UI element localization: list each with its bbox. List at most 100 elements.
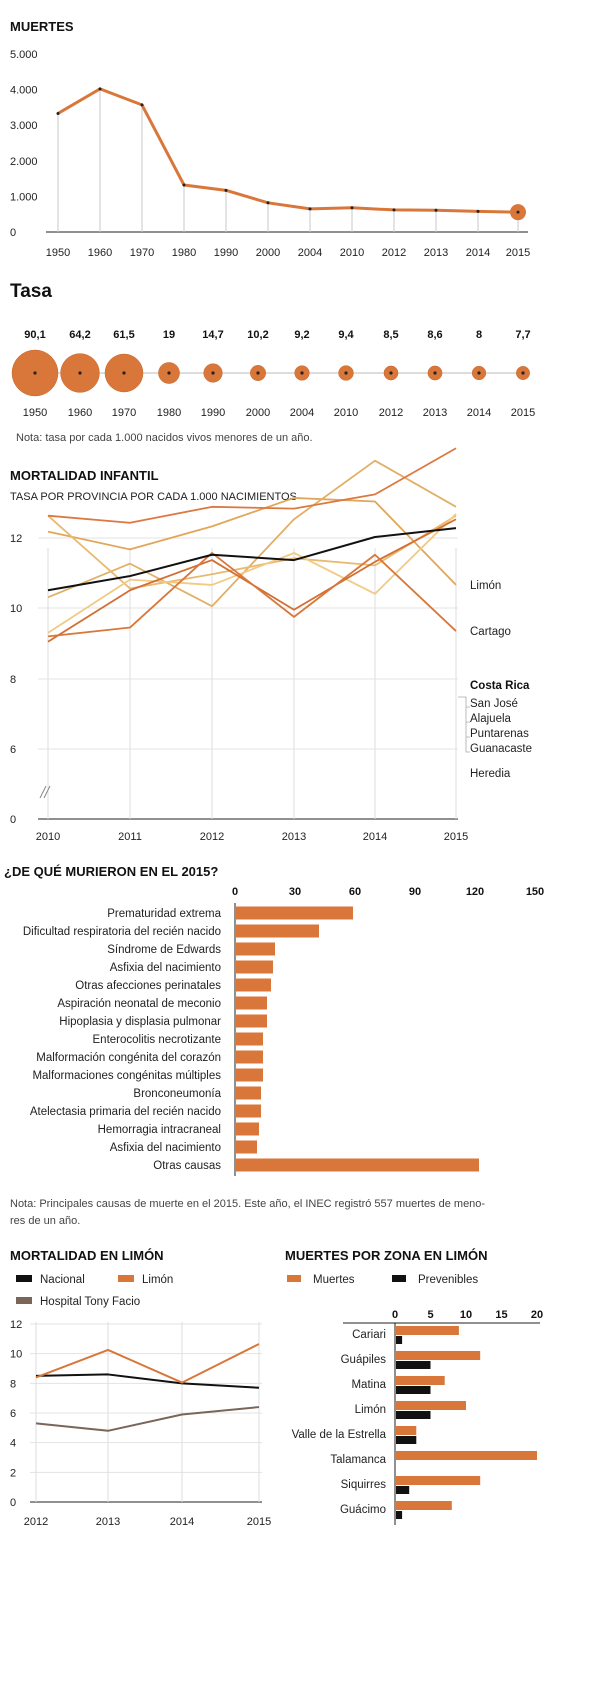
chart4-category-label: Dificultad respiratoria del recién nacid…	[23, 926, 221, 938]
chart3-subtitle: TASA POR PROVINCIA POR CADA 1.000 NACIMI…	[10, 491, 297, 503]
chart1-x-tick-label: 1990	[214, 247, 238, 259]
chart6-bar-muertes	[396, 1476, 481, 1485]
chart4-bar	[236, 978, 271, 992]
chart1-x-tick-label: 1960	[88, 247, 112, 259]
chart4-category-label: Otras afecciones perinatales	[75, 980, 221, 992]
chart2-bubble-center	[211, 371, 215, 375]
chart4-bar	[236, 960, 273, 974]
chart4-bar	[236, 1014, 267, 1028]
chart1-x-tick-label: 2012	[382, 247, 406, 259]
chart5-y-tick-label: 8	[10, 1378, 16, 1390]
chart5-legend-swatch	[16, 1275, 32, 1282]
chart3-y-tick-label: 0	[10, 814, 16, 826]
chart1-x-tick-label: 2004	[298, 247, 322, 259]
chart5-y-tick-label: 0	[10, 1497, 16, 1509]
chart6-category-label: Valle de la Estrella	[292, 1429, 387, 1441]
chart5-series-line	[35, 1343, 260, 1384]
chart6-bar-muertes	[396, 1401, 466, 1410]
chart3-series-line	[47, 459, 457, 608]
chart3-x-tick-label: 2015	[444, 831, 468, 843]
chart4-category-label: Asfixia del nacimiento	[110, 962, 221, 974]
chart5-x-tick-label: 2014	[170, 1516, 194, 1528]
chart1-point	[98, 87, 102, 91]
chart4-category-label: Otras causas	[153, 1160, 221, 1172]
chart3-series-label: Limón	[470, 580, 501, 592]
chart5-legend-label: Hospital Tony Facio	[40, 1296, 140, 1308]
chart1-point	[224, 188, 228, 192]
chart6-category-label: Siquirres	[341, 1479, 387, 1491]
chart2-bubble-center	[344, 371, 348, 375]
chart2-title: Tasa	[10, 281, 52, 302]
chart4-note-line1: Nota: Principales causas de muerte en el…	[10, 1198, 485, 1210]
chart1-point	[266, 201, 270, 205]
chart3-y-tick-label: 6	[10, 744, 16, 756]
chart4-x-tick-label: 150	[526, 886, 544, 898]
chart4-category-label: Asfixia del nacimiento	[110, 1142, 221, 1154]
chart4-bar	[236, 1086, 261, 1100]
chart2-x-tick-label: 2004	[290, 407, 314, 419]
chart3-y-tick-label: 12	[10, 533, 22, 545]
chart3-series-label: Puntarenas	[470, 728, 529, 740]
chart1-y-tick-label: 4.000	[10, 85, 38, 97]
chart6-bar-prevenibles	[396, 1386, 431, 1394]
chart1-x-tick-label: 2015	[506, 247, 530, 259]
chart1-y-tick-label: 3.000	[10, 120, 38, 132]
chart5-series-line	[35, 1406, 260, 1432]
chart6-bar-muertes	[396, 1426, 417, 1435]
chart2-bubble-center	[78, 371, 82, 375]
chart3-x-tick-label: 2011	[118, 831, 142, 843]
chart1-point	[182, 183, 186, 187]
chart1-x-tick-label: 1980	[172, 247, 196, 259]
chart6-bar-prevenibles	[396, 1436, 417, 1444]
chart3-series-line	[47, 447, 457, 524]
chart6-legend-label: Muertes	[313, 1274, 355, 1286]
chart5-y-tick-label: 6	[10, 1408, 16, 1420]
chart4-x-tick-label: 90	[409, 886, 421, 898]
chart6-x-tick-label: 5	[427, 1309, 433, 1321]
chart1-y-tick-label: 1.000	[10, 191, 38, 203]
chart5-legend-label: Nacional	[40, 1274, 85, 1286]
chart6-x-tick-label: 0	[392, 1309, 398, 1321]
chart4-bar	[236, 1032, 263, 1046]
chart2-value-label: 9,4	[338, 329, 354, 341]
chart2-bubble-center	[122, 371, 126, 375]
chart1-point	[434, 208, 438, 212]
chart4-category-label: Aspiración neonatal de meconio	[57, 998, 221, 1010]
chart5-legend-label: Limón	[142, 1274, 173, 1286]
chart2-bubble-center	[256, 371, 260, 375]
chart4-x-tick-label: 120	[466, 886, 484, 898]
chart6-legend-swatch	[287, 1275, 301, 1282]
chart1-y-tick-label: 0	[10, 227, 16, 239]
chart2-value-label: 8	[476, 329, 482, 341]
chart4-title: ¿DE QUÉ MURIERON EN EL 2015?	[4, 864, 218, 879]
chart2-x-tick-label: 2012	[379, 407, 403, 419]
chart1-y-tick-label: 2.000	[10, 156, 38, 168]
chart1-x-tick-label: 2000	[256, 247, 280, 259]
chart4-category-label: Prematuridad extrema	[107, 908, 221, 920]
chart6-x-tick-label: 15	[495, 1309, 507, 1321]
chart3-y-tick-label: 8	[10, 674, 16, 686]
chart4-x-tick-label: 60	[349, 886, 361, 898]
chart2-value-label: 7,7	[515, 329, 530, 341]
chart1-point	[308, 207, 312, 211]
chart1-title: MUERTES	[10, 19, 74, 34]
chart2-bubble-center	[389, 371, 393, 375]
chart4-bar	[236, 1068, 263, 1082]
chart6-bar-muertes	[396, 1326, 459, 1335]
chart5-y-tick-label: 2	[10, 1467, 16, 1479]
chart4-category-label: Hipoplasia y displasia pulmonar	[59, 1016, 221, 1028]
chart1-x-tick-label: 1950	[46, 247, 70, 259]
chart2-x-tick-label: 2014	[467, 407, 491, 419]
chart2-value-label: 8,5	[383, 329, 398, 341]
chart3-title: MORTALIDAD INFANTIL	[10, 468, 159, 483]
chart3-x-tick-label: 2010	[36, 831, 60, 843]
chart4-bar	[236, 1122, 259, 1136]
chart4-bar	[236, 1158, 479, 1172]
chart6-bar-muertes	[396, 1501, 452, 1510]
chart3-series-label: San José	[470, 698, 518, 710]
chart5-series-line	[35, 1373, 260, 1389]
chart2-bubble-center	[167, 371, 171, 375]
chart5-legend-swatch	[16, 1297, 32, 1304]
chart4-category-label: Malformaciones congénitas múltiples	[32, 1070, 221, 1082]
